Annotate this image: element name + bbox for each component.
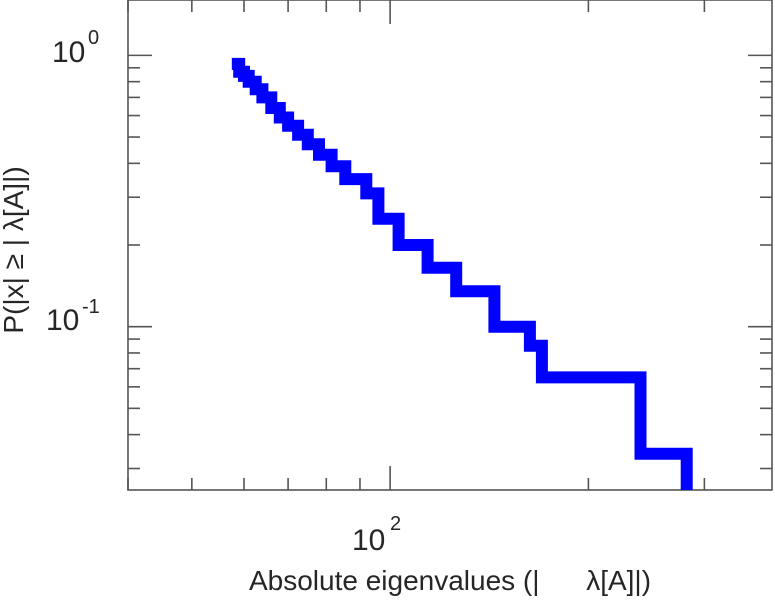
- y-axis-label: P(|x| ≥ | λ[A]|): [0, 166, 29, 333]
- major-tick-marks: [128, 0, 772, 490]
- svg-text:0: 0: [88, 27, 99, 49]
- y-tick-label-0: 10 0: [52, 27, 99, 69]
- svg-text:10: 10: [352, 524, 385, 557]
- series-layer: [231, 57, 693, 490]
- tick-marks: [127, 0, 772, 490]
- x-tick-label-0: 10 2: [352, 513, 401, 557]
- plot-frame: [127, 0, 773, 491]
- svg-text:10: 10: [46, 304, 79, 337]
- x-axis-label: Absolute eigenvalues (| λ[A]|): [249, 565, 651, 596]
- series-line-0: [231, 57, 693, 490]
- svg-text:2: 2: [390, 513, 401, 535]
- svg-text:-1: -1: [82, 296, 100, 318]
- svg-text:10: 10: [52, 36, 85, 69]
- y-tick-label-1: 10 -1: [46, 296, 100, 337]
